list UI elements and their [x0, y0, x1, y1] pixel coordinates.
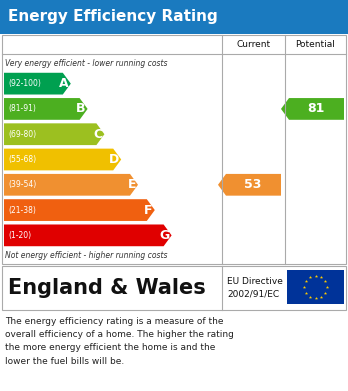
Text: (21-38): (21-38) — [8, 206, 36, 215]
Text: (55-68): (55-68) — [8, 155, 36, 164]
Text: Not energy efficient - higher running costs: Not energy efficient - higher running co… — [5, 251, 167, 260]
Bar — [287, 270, 344, 304]
Polygon shape — [4, 174, 138, 196]
Polygon shape — [4, 224, 172, 246]
Text: England & Wales: England & Wales — [8, 278, 206, 298]
Text: (1-20): (1-20) — [8, 231, 31, 240]
Text: The energy efficiency rating is a measure of the
overall efficiency of a home. T: The energy efficiency rating is a measur… — [5, 317, 234, 366]
Text: (39-54): (39-54) — [8, 180, 36, 189]
Polygon shape — [281, 98, 344, 120]
Text: A: A — [59, 77, 69, 90]
Text: (69-80): (69-80) — [8, 130, 36, 139]
Polygon shape — [4, 98, 88, 120]
Text: EU Directive
2002/91/EC: EU Directive 2002/91/EC — [227, 277, 283, 299]
Text: B: B — [76, 102, 86, 115]
Polygon shape — [4, 199, 155, 221]
Text: Current: Current — [236, 40, 270, 49]
Text: (92-100): (92-100) — [8, 79, 41, 88]
Polygon shape — [4, 149, 121, 170]
Bar — [0, 0, 348, 34]
Polygon shape — [4, 73, 71, 95]
Text: Very energy efficient - lower running costs: Very energy efficient - lower running co… — [5, 59, 167, 68]
Text: F: F — [144, 204, 153, 217]
Text: G: G — [159, 229, 169, 242]
Text: Potential: Potential — [295, 40, 335, 49]
Text: E: E — [127, 178, 136, 191]
Bar — [2, 266, 346, 310]
Text: Energy Efficiency Rating: Energy Efficiency Rating — [8, 9, 218, 25]
Text: C: C — [93, 128, 102, 141]
Polygon shape — [218, 174, 281, 196]
Text: 81: 81 — [307, 102, 324, 115]
Text: 53: 53 — [244, 178, 261, 191]
Text: (81-91): (81-91) — [8, 104, 36, 113]
Polygon shape — [4, 123, 104, 145]
Text: D: D — [109, 153, 119, 166]
Bar — [2, 35, 346, 264]
